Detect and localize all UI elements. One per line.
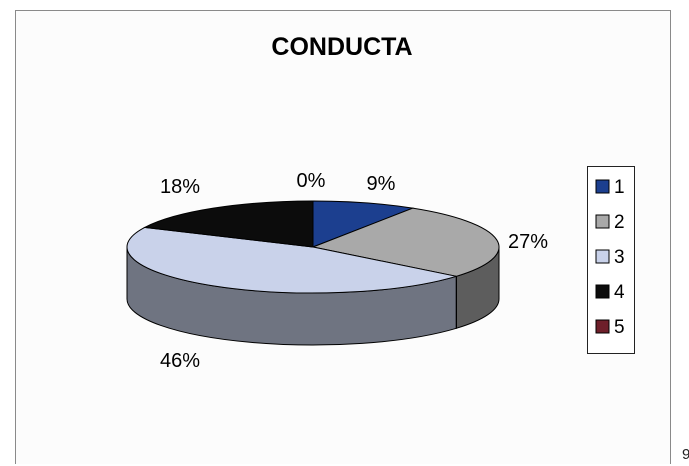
legend-swatch-4 [595,284,610,299]
legend-swatch-5 [595,319,610,334]
pie-slice-3 [126,226,457,294]
pie-slice-4 [143,200,314,248]
pie-slice-2 [311,207,500,277]
legend-label-1: 1 [614,177,625,198]
legend [587,166,635,354]
data-label-2: 27% [508,231,548,253]
corner-mark: 9 [682,446,689,463]
data-label-1: 9% [367,173,396,195]
chart-title: CONDUCTA [271,33,412,61]
pie-top [126,200,500,294]
data-label-4: 18% [160,176,200,198]
data-label-3: 46% [160,350,200,372]
legend-label-3: 3 [614,247,625,268]
legend-label-2: 2 [614,212,625,233]
legend-entries: 1 2 3 4 5 [595,177,625,338]
legend-swatch-2 [595,214,610,229]
pie-labels: 9% 27% 46% 18% 0% [160,170,548,372]
legend-swatch-1 [595,179,610,194]
pie-slice-1 [312,200,415,248]
legend-label-5: 5 [614,317,625,338]
legend-swatch-3 [595,249,610,264]
legend-label-4: 4 [614,282,625,303]
data-label-5: 0% [297,170,326,192]
